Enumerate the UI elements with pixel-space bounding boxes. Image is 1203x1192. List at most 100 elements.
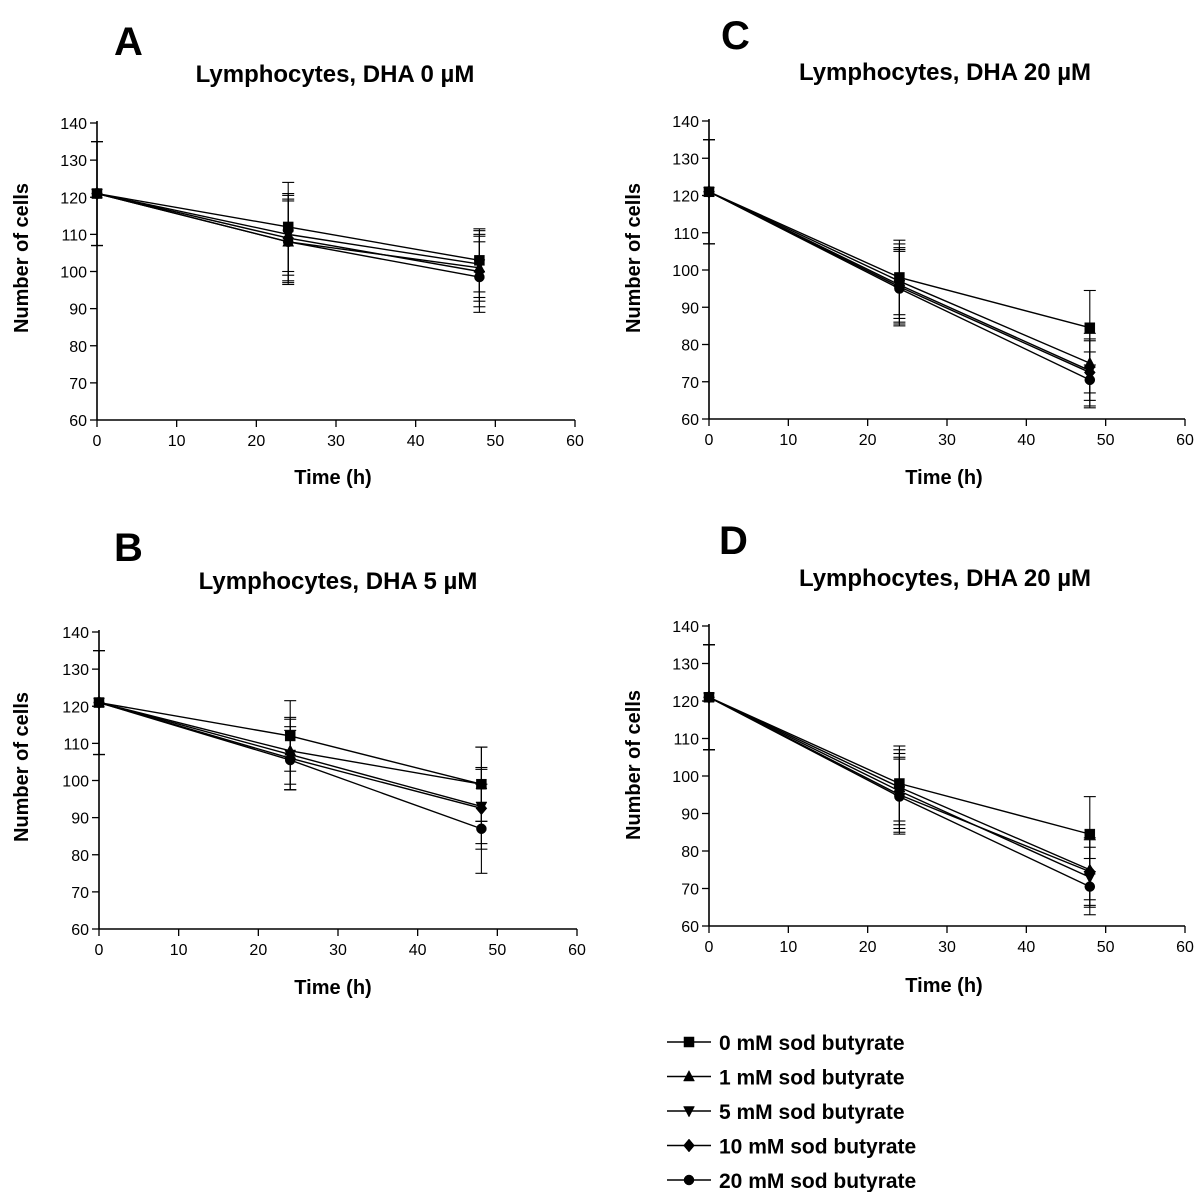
legend-label: 1 mM sod butyrate xyxy=(719,1067,905,1090)
y-tick-label: 80 xyxy=(69,339,87,356)
y-tick-label: 60 xyxy=(69,413,87,430)
y-tick-label: 130 xyxy=(62,662,89,679)
y-tick-label: 110 xyxy=(673,226,699,243)
y-tick-label: 90 xyxy=(681,807,699,824)
legend-marker xyxy=(683,1174,695,1186)
y-tick-label: 70 xyxy=(71,885,89,902)
series-4 xyxy=(93,650,488,874)
legend-label: 10 mM sod butyrate xyxy=(719,1136,916,1159)
series-4 xyxy=(91,141,486,313)
x-tick-label: 0 xyxy=(95,942,104,959)
panel-letter: C xyxy=(721,14,750,58)
data-point xyxy=(91,188,103,199)
y-tick-label: 130 xyxy=(672,657,699,674)
y-tick-label: 60 xyxy=(71,922,89,939)
data-point xyxy=(1084,881,1096,892)
legend: 0 mM sod butyrate 1 mM sod butyrate 5 mM s… xyxy=(667,1032,916,1192)
y-tick-label: 120 xyxy=(672,189,699,206)
y-axis-label: Number of cells xyxy=(11,692,33,842)
y-axis-label: Number of cells xyxy=(11,183,33,333)
x-tick-label: 10 xyxy=(779,939,797,956)
legend-entry: 0 mM sod butyrate xyxy=(667,1032,905,1055)
series-4 xyxy=(703,644,1096,916)
x-tick-label: 20 xyxy=(247,433,265,450)
x-axis-label: Time (h) xyxy=(905,975,982,997)
x-tick-label: 50 xyxy=(1097,939,1115,956)
y-tick-label: 80 xyxy=(71,848,89,865)
x-tick-label: 30 xyxy=(329,942,347,959)
y-tick-label: 120 xyxy=(60,190,87,207)
panel-letter: B xyxy=(114,526,143,570)
x-tick-label: 40 xyxy=(1017,939,1035,956)
y-tick-label: 90 xyxy=(69,302,87,319)
y-tick-label: 110 xyxy=(63,736,89,753)
panel-letter: A xyxy=(114,20,143,64)
legend-label: 0 mM sod butyrate xyxy=(719,1032,905,1055)
x-tick-label: 60 xyxy=(1176,939,1194,956)
y-tick-label: 70 xyxy=(69,376,87,393)
y-tick-label: 140 xyxy=(672,114,699,131)
legend-entry: 20 mM sod butyrate xyxy=(667,1170,916,1192)
data-point xyxy=(703,692,715,703)
y-tick-label: 130 xyxy=(672,151,699,168)
y-tick-label: 130 xyxy=(60,153,87,170)
data-point xyxy=(894,791,905,802)
data-point xyxy=(476,823,487,835)
y-axis-label: Number of cells xyxy=(623,183,645,333)
chart-title: Lymphocytes, DHA 20 µM xyxy=(799,565,1091,592)
x-tick-label: 20 xyxy=(859,939,877,956)
x-tick-label: 60 xyxy=(566,433,584,450)
legend-marker xyxy=(683,1106,695,1118)
legend-marker xyxy=(683,1069,695,1082)
y-tick-label: 100 xyxy=(672,263,699,280)
series-4 xyxy=(703,139,1096,409)
data-point xyxy=(474,271,485,283)
y-tick-label: 70 xyxy=(681,882,699,899)
x-tick-label: 30 xyxy=(327,433,345,450)
data-point xyxy=(93,697,105,708)
x-axis-label: Time (h) xyxy=(294,467,371,489)
legend-label: 5 mM sod butyrate xyxy=(719,1101,905,1124)
y-tick-label: 120 xyxy=(672,694,699,711)
legend-entry: 1 mM sod butyrate xyxy=(667,1067,905,1090)
chart-title: Lymphocytes, DHA 5 µM xyxy=(199,568,478,595)
y-tick-label: 60 xyxy=(681,919,699,936)
chart-title: Lymphocytes, DHA 20 µM xyxy=(799,59,1091,86)
y-tick-label: 140 xyxy=(672,619,699,636)
x-tick-label: 0 xyxy=(705,939,714,956)
x-axis-label: Time (h) xyxy=(905,467,982,489)
data-point xyxy=(894,283,905,294)
legend-entry: 10 mM sod butyrate xyxy=(667,1136,916,1159)
x-tick-label: 0 xyxy=(705,432,714,449)
x-tick-label: 50 xyxy=(488,942,506,959)
y-tick-label: 70 xyxy=(681,375,699,392)
x-tick-label: 30 xyxy=(938,939,956,956)
y-tick-label: 90 xyxy=(71,811,89,828)
y-tick-label: 110 xyxy=(673,732,699,749)
x-tick-label: 20 xyxy=(249,942,267,959)
x-tick-label: 10 xyxy=(170,942,188,959)
x-tick-label: 40 xyxy=(1017,432,1035,449)
x-tick-label: 40 xyxy=(409,942,427,959)
y-tick-label: 80 xyxy=(681,338,699,355)
x-tick-label: 50 xyxy=(486,433,504,450)
chart-title: Lymphocytes, DHA 0 µM xyxy=(196,61,475,88)
y-tick-label: 140 xyxy=(60,116,87,133)
x-tick-label: 10 xyxy=(779,432,797,449)
x-tick-label: 40 xyxy=(407,433,425,450)
x-tick-label: 60 xyxy=(1176,432,1194,449)
y-tick-label: 120 xyxy=(62,699,89,716)
y-tick-label: 90 xyxy=(681,300,699,317)
data-point xyxy=(284,754,296,766)
data-point xyxy=(1084,374,1096,386)
y-tick-label: 140 xyxy=(62,625,89,642)
data-point xyxy=(282,236,294,248)
x-tick-label: 60 xyxy=(568,942,586,959)
data-point xyxy=(1084,322,1096,333)
